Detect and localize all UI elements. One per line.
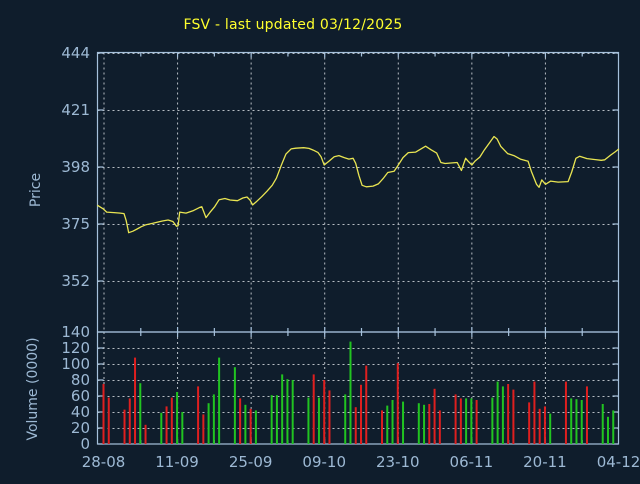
volume-bar-up xyxy=(601,404,604,444)
price-tick-label: 444 xyxy=(61,44,90,62)
volume-bar-up xyxy=(160,412,163,444)
volume-tick-label: 40 xyxy=(71,403,90,421)
volume-bar-up xyxy=(218,357,221,444)
volume-bar-up xyxy=(317,397,320,444)
volume-bar-down xyxy=(365,365,368,444)
volume-bar-down xyxy=(134,357,137,444)
volume-bar-up xyxy=(491,397,494,444)
volume-bar-up xyxy=(275,395,278,444)
volume-bar-up xyxy=(496,381,499,444)
volume-bar-down xyxy=(312,374,315,444)
volume-bar-down xyxy=(381,410,384,444)
volume-bar-up xyxy=(254,410,257,444)
volume-bar-up xyxy=(291,380,294,444)
volume-tick-label: 100 xyxy=(61,355,90,373)
volume-bar-up xyxy=(281,374,284,444)
volume-bar-up xyxy=(391,400,394,444)
volume-bar-up xyxy=(402,401,405,444)
volume-bar-up xyxy=(207,403,210,444)
volume-bar-down xyxy=(512,389,515,444)
volume-bar-down xyxy=(249,408,252,444)
volume-bar-up xyxy=(549,413,552,444)
volume-bar-up xyxy=(386,405,389,444)
price-line xyxy=(97,135,620,234)
volume-bar-down xyxy=(328,390,331,444)
chart-title: FSV - last updated 03/12/2025 xyxy=(183,17,403,33)
volume-bar-down xyxy=(585,386,588,444)
volume-bar-up xyxy=(286,379,289,444)
x-tick-label: 28-08 xyxy=(82,453,126,471)
volume-bar-up xyxy=(244,404,247,444)
volume-bar-up xyxy=(417,403,420,444)
volume-bar-down xyxy=(543,406,546,444)
volume-bar-up xyxy=(612,410,615,444)
volume-axis-title: Volume (0000) xyxy=(25,337,41,441)
volume-bar-up xyxy=(580,400,583,444)
volume-bar-down xyxy=(165,406,168,444)
volume-bar-up xyxy=(307,397,310,444)
volume-bar-up xyxy=(465,398,468,444)
volume-bar-down xyxy=(459,398,462,444)
volume-bar-down xyxy=(323,380,326,444)
volume-bar-down xyxy=(454,394,457,444)
volume-bar-down xyxy=(438,410,441,444)
volume-bar-down xyxy=(433,388,436,444)
volume-bar-down xyxy=(197,386,200,444)
volume-bar-up xyxy=(139,383,142,444)
volume-bar-up xyxy=(570,398,573,444)
volume-bar-up xyxy=(270,395,273,444)
volume-tick-label: 20 xyxy=(71,419,90,437)
volume-bar-up xyxy=(470,398,473,444)
price-tick-label: 375 xyxy=(61,215,90,233)
x-tick-label: 25-09 xyxy=(229,453,273,471)
volume-tick-label: 80 xyxy=(71,371,90,389)
price-tick-label: 421 xyxy=(61,101,90,119)
volume-bar-up xyxy=(176,392,179,444)
volume-bar-up xyxy=(344,394,347,444)
x-tick-label: 23-10 xyxy=(376,453,420,471)
x-tick-label: 11-09 xyxy=(155,453,199,471)
volume-bar-up xyxy=(501,386,504,444)
volume-bar-down xyxy=(396,363,399,444)
volume-bar-up xyxy=(212,394,215,444)
volume-bar-down xyxy=(239,398,242,444)
volume-bar-up xyxy=(423,404,426,444)
volume-bar-down xyxy=(107,397,110,444)
volume-plot-border xyxy=(96,331,620,445)
volume-bar-down xyxy=(123,409,126,444)
volume-bar-down xyxy=(507,384,510,444)
volume-bar-down xyxy=(564,381,567,444)
volume-bar-down xyxy=(128,398,131,444)
volume-bar-up xyxy=(181,412,184,444)
volume-bar-up xyxy=(606,416,609,444)
volume-bar-down xyxy=(170,397,173,444)
volume-bar-down xyxy=(538,408,541,444)
volume-bar-down xyxy=(144,424,147,444)
price-axis-title: Price xyxy=(28,172,44,208)
x-tick-label: 04-12 xyxy=(597,453,640,471)
volume-bar-down xyxy=(360,384,362,444)
volume-tick-label: 0 xyxy=(80,435,90,453)
volume-bar-up xyxy=(233,367,236,444)
x-tick-label: 20-11 xyxy=(523,453,567,471)
volume-bar-down xyxy=(475,400,478,444)
volume-bar-up xyxy=(575,399,578,444)
price-tick-label: 398 xyxy=(61,158,90,176)
volume-bar-down xyxy=(533,381,536,444)
volume-tick-label: 60 xyxy=(71,387,90,405)
x-tick-label: 06-11 xyxy=(450,453,494,471)
x-tick-label: 09-10 xyxy=(302,453,346,471)
volume-tick-label: 120 xyxy=(61,339,90,357)
volume-bar-down xyxy=(428,404,431,444)
volume-tick-label: 140 xyxy=(61,323,90,341)
volume-bar-down xyxy=(528,402,531,444)
price-tick-label: 352 xyxy=(61,272,90,290)
volume-bar-down xyxy=(202,414,205,444)
volume-bar-down xyxy=(102,384,105,444)
price-plot-border xyxy=(96,51,620,333)
volume-bar-up xyxy=(349,341,352,444)
volume-bar-down xyxy=(354,407,357,444)
